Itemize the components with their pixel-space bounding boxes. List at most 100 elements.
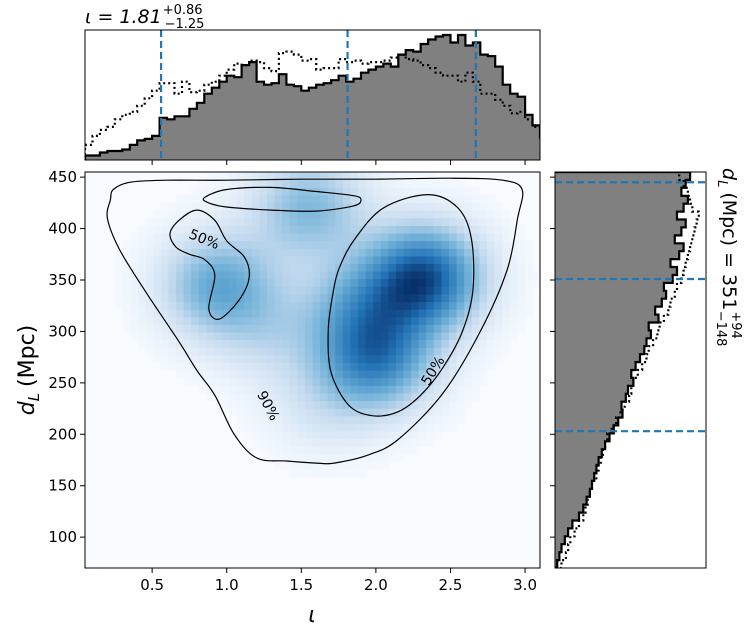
heatmap-cell (456, 240, 465, 249)
heatmap-cell (471, 347, 480, 356)
heatmap-cell (373, 271, 382, 280)
heatmap-cell (244, 210, 253, 219)
heatmap-cell (449, 194, 458, 204)
heatmap-cell (464, 362, 473, 371)
heatmap-cell (494, 286, 503, 295)
heatmap-cell (274, 217, 283, 226)
heatmap-cell (464, 286, 473, 295)
heatmap-cell (130, 240, 139, 249)
heatmap-cell (449, 385, 458, 394)
heatmap-cell (509, 232, 518, 242)
heatmap-cell (221, 347, 230, 356)
heatmap-cell (411, 278, 420, 287)
heatmap-cell (411, 232, 420, 242)
heatmap-cell (198, 339, 207, 348)
heatmap-cell (244, 309, 253, 318)
heatmap-cell (259, 202, 268, 211)
heatmap-cell (320, 324, 329, 333)
heatmap-cell (297, 293, 306, 303)
heatmap-cell (532, 278, 540, 287)
heatmap-cell (267, 187, 276, 196)
heatmap-cell (282, 293, 291, 303)
heatmap-cell (449, 248, 458, 257)
heatmap-cell (335, 408, 344, 417)
heatmap-cell (213, 293, 223, 303)
top-posterior-outline (85, 33, 540, 160)
heatmap-cell (130, 331, 139, 341)
heatmap-cell (418, 370, 427, 379)
heatmap-cell (373, 202, 382, 211)
heatmap-cell (236, 370, 245, 379)
heatmap-cell (365, 438, 374, 447)
heatmap-cell (274, 210, 283, 219)
heatmap-cell (373, 172, 382, 181)
heatmap-cell (153, 354, 162, 363)
heatmap-cell (229, 377, 238, 386)
heatmap-cell (441, 400, 450, 409)
heatmap-cell (130, 301, 139, 310)
heatmap-cell (342, 316, 352, 325)
heatmap-cell (479, 339, 488, 348)
heatmap-cell (267, 278, 276, 287)
heatmap-cell (213, 179, 223, 188)
heatmap-cell (160, 255, 170, 264)
heatmap-cell (350, 240, 359, 249)
heatmap-cell (282, 446, 291, 455)
heatmap-cell (373, 339, 382, 348)
heatmap-cell (274, 172, 283, 181)
heatmap-cell (479, 194, 488, 204)
heatmap-cell (388, 240, 397, 249)
heatmap-cell (198, 293, 207, 303)
heatmap-cell (289, 370, 298, 379)
heatmap-cell (426, 370, 435, 379)
heatmap-cell (168, 263, 177, 272)
heatmap-cell (130, 293, 139, 303)
heatmap-cell (471, 194, 480, 204)
heatmap-cell (411, 430, 420, 440)
heatmap-cell (221, 385, 230, 394)
heatmap-cell (433, 278, 443, 287)
heatmap-cell (138, 301, 147, 310)
heatmap-cell (373, 278, 382, 287)
heatmap-cell (259, 187, 268, 196)
heatmap-cell (342, 240, 352, 249)
heatmap-cell (456, 210, 465, 219)
heatmap-cell (380, 408, 389, 417)
heatmap-cell (282, 194, 291, 204)
heatmap-cell (297, 187, 306, 196)
heatmap-cell (388, 362, 397, 371)
heatmap-cell (411, 179, 420, 188)
heatmap-cell (221, 187, 230, 196)
heatmap-cell (471, 202, 480, 211)
heatmap-cell (244, 225, 253, 234)
heatmap-cell (335, 453, 344, 462)
heatmap-cell (289, 347, 298, 356)
heatmap-cell (213, 354, 223, 363)
heatmap-cell (160, 301, 170, 310)
heatmap-cell (411, 293, 420, 303)
heatmap-cell (259, 415, 268, 424)
heatmap-cell (350, 438, 359, 447)
heatmap-cell (350, 324, 359, 333)
heatmap-cell (426, 179, 435, 188)
heatmap-cell (289, 172, 298, 181)
heatmap-cell (153, 339, 162, 348)
heatmap-cell (335, 309, 344, 318)
heatmap-cell (433, 331, 443, 341)
heatmap-cell (411, 331, 420, 341)
heatmap-cell (395, 423, 405, 432)
heatmap-cell (267, 446, 276, 455)
heatmap-cell (320, 339, 329, 348)
heatmap-cell (479, 331, 488, 341)
main-x-ticks: 0.5 1.0 1.5 2.0 2.5 3.0 (140, 568, 537, 594)
heatmap-cell (145, 316, 154, 325)
heatmap-cell (486, 316, 496, 325)
heatmap-cell (418, 187, 427, 196)
heatmap-cell (160, 217, 170, 226)
heatmap-cell (486, 217, 496, 226)
heatmap-cell (274, 187, 283, 196)
heatmap-cell (206, 324, 215, 333)
heatmap-cell (517, 316, 526, 325)
heatmap-cell (289, 278, 298, 287)
heatmap-cell (259, 347, 268, 356)
